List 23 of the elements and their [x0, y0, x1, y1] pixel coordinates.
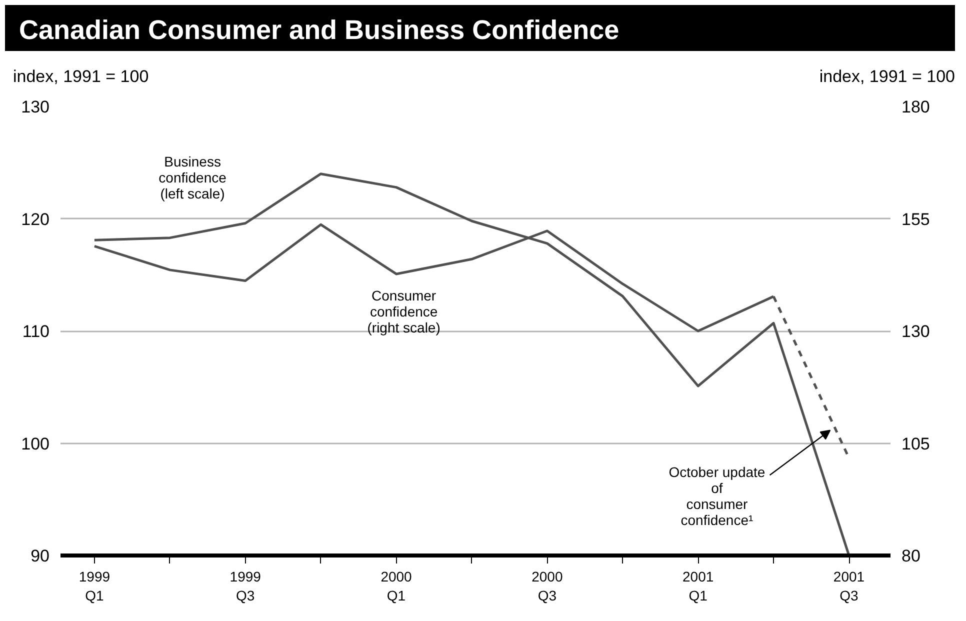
y2-tick-label: 130	[902, 322, 930, 341]
y2-tick-label: 105	[902, 434, 930, 454]
y2-tick-label: 80	[902, 546, 920, 566]
line-series	[93, 172, 850, 556]
x-tick-label: 2001 Q3	[833, 568, 865, 604]
y-tick-label: 110	[22, 322, 50, 341]
series-label: Business confidence (left scale)	[158, 154, 227, 202]
y-tick-label: 90	[30, 546, 50, 566]
y-tick-label: 100	[21, 434, 50, 454]
x-tick-label: 2000 Q3	[532, 568, 563, 604]
y2-tick-label: 155	[902, 210, 930, 229]
chart-title: Canadian Consumer and Business Confidence	[19, 14, 620, 47]
x-tick-label: 1999 Q3	[230, 568, 262, 604]
y-axis-title: index, 1991 = 100	[13, 66, 149, 88]
y-tick-label: 120	[21, 210, 50, 229]
y-tick-label: 130	[21, 98, 50, 116]
y2-axis-title: index, 1991 = 100	[819, 66, 955, 88]
y2-tick-label: 180	[902, 98, 930, 116]
x-tick-label: 1999 Q1	[78, 568, 110, 604]
series-label: Consumer confidence (right scale)	[367, 287, 440, 336]
x-tick-label: 2001 Q1	[682, 568, 714, 604]
annotation: October update of consumer confidence¹	[668, 464, 766, 528]
x-tick-label: 2000 Q1	[380, 568, 412, 604]
